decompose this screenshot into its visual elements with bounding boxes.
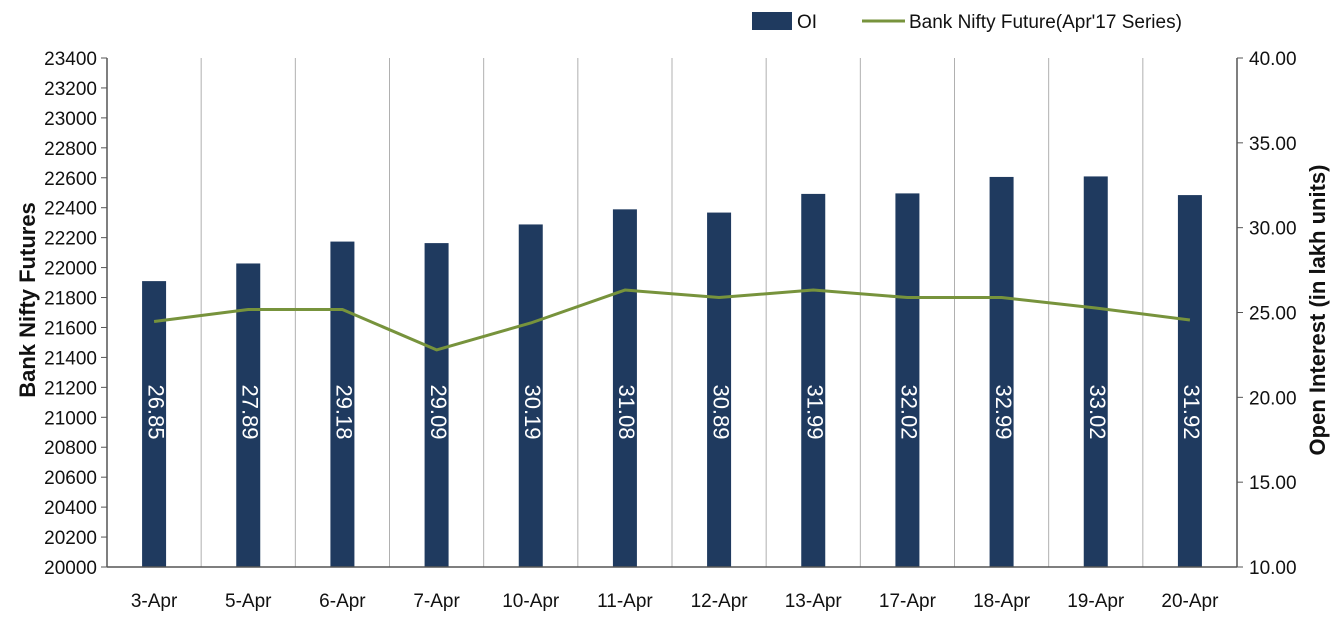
right-tick-label: 30.00 xyxy=(1249,219,1297,240)
left-tick-label: 21400 xyxy=(44,348,97,369)
right-axis-title: Open Interest (in lakh units) xyxy=(1305,165,1330,456)
oi-bar-value-label: 30.89 xyxy=(708,384,733,439)
right-tick-label: 35.00 xyxy=(1249,134,1297,155)
oi-bars xyxy=(142,176,1202,568)
oi-bar xyxy=(236,263,261,567)
legend: OI Bank Nifty Future(Apr'17 Series) xyxy=(752,12,1182,33)
left-axis-title: Bank Nifty Futures xyxy=(15,202,40,398)
x-tick-label: 13-Apr xyxy=(785,591,843,612)
oi-bar-value-label: 31.08 xyxy=(614,384,639,439)
oi-bar xyxy=(612,209,637,568)
oi-bar-labels: 26.85 27.89 29.18 29.09 30.19 31.08 30.89 31.99… xyxy=(143,384,1204,439)
x-tick-label: 6-Apr xyxy=(319,591,366,612)
bank-nifty-line xyxy=(153,288,1191,352)
oi-bar xyxy=(330,241,355,567)
left-tick-label: 21600 xyxy=(44,318,97,339)
left-tick-label: 23400 xyxy=(44,49,97,70)
left-tick-label: 21000 xyxy=(44,408,97,429)
left-tick-label: 20600 xyxy=(44,468,97,489)
oi-bar xyxy=(801,193,826,567)
x-axis-ticks: 3-Apr 5-Apr 6-Apr 7-Apr 10-Apr 11-Apr 12-Apr 13… xyxy=(131,591,1219,612)
right-axis-ticks: 10.00 15.00 20.00 25.00 30.00 35.00 40.00 xyxy=(1237,49,1297,579)
oi-bar xyxy=(518,224,543,567)
oi-bar-value-label: 32.99 xyxy=(991,384,1016,439)
right-tick-label: 10.00 xyxy=(1249,558,1297,579)
right-tick-label: 40.00 xyxy=(1249,49,1297,70)
left-tick-label: 22600 xyxy=(44,169,97,190)
oi-bar xyxy=(142,281,167,567)
left-tick-label: 20200 xyxy=(44,528,97,549)
x-tick-label: 18-Apr xyxy=(973,591,1031,612)
oi-bar-value-label: 32.02 xyxy=(897,384,922,439)
left-tick-label: 22800 xyxy=(44,139,97,160)
oi-bar-value-label: 31.99 xyxy=(802,384,827,439)
oi-bar-value-label: 31.92 xyxy=(1179,384,1204,439)
left-tick-label: 20400 xyxy=(44,498,97,519)
legend-label-bank-nifty: Bank Nifty Future(Apr'17 Series) xyxy=(909,12,1182,33)
x-tick-label: 12-Apr xyxy=(691,591,749,612)
x-tick-label: 7-Apr xyxy=(413,591,460,612)
grid-lines xyxy=(200,58,1144,567)
x-tick-label: 19-Apr xyxy=(1067,591,1125,612)
left-tick-label: 23200 xyxy=(44,79,97,100)
left-tick-label: 23000 xyxy=(44,109,97,130)
bank-nifty-line-path xyxy=(153,288,1191,352)
x-tick-label: 11-Apr xyxy=(597,591,653,612)
x-tick-label: 5-Apr xyxy=(225,591,272,612)
oi-bar-value-label: 26.85 xyxy=(143,384,168,439)
left-tick-label: 20800 xyxy=(44,438,97,459)
oi-bar xyxy=(424,243,449,568)
left-tick-label: 21800 xyxy=(44,289,97,310)
right-tick-label: 15.00 xyxy=(1249,473,1297,494)
left-tick-label: 22000 xyxy=(44,259,97,280)
left-tick-label: 22400 xyxy=(44,199,97,220)
oi-bar xyxy=(989,176,1014,567)
oi-bar xyxy=(1177,195,1202,567)
left-tick-label: 22200 xyxy=(44,229,97,250)
x-tick-label: 3-Apr xyxy=(131,591,178,612)
oi-bar xyxy=(1083,176,1108,567)
oi-bar-value-label: 29.09 xyxy=(426,384,451,439)
legend-swatch-oi xyxy=(752,12,792,30)
left-axis-ticks: 20000 20200 20400 20600 20800 21000 21200 21400… xyxy=(44,49,107,579)
left-tick-label: 21200 xyxy=(44,378,97,399)
x-tick-label: 10-Apr xyxy=(502,591,560,612)
x-tick-label: 17-Apr xyxy=(879,591,937,612)
oi-bar-value-label: 27.89 xyxy=(237,384,262,439)
oi-bar xyxy=(895,193,920,568)
right-tick-label: 25.00 xyxy=(1249,304,1297,325)
left-tick-label: 20000 xyxy=(44,558,97,579)
oi-bar xyxy=(707,212,732,567)
oi-bar-value-label: 33.02 xyxy=(1085,384,1110,439)
oi-bar-value-label: 30.19 xyxy=(520,384,545,439)
oi-bar-value-label: 29.18 xyxy=(332,384,357,439)
x-tick-label: 20-Apr xyxy=(1161,591,1219,612)
right-tick-label: 20.00 xyxy=(1249,388,1297,409)
legend-label-oi: OI xyxy=(797,12,817,33)
